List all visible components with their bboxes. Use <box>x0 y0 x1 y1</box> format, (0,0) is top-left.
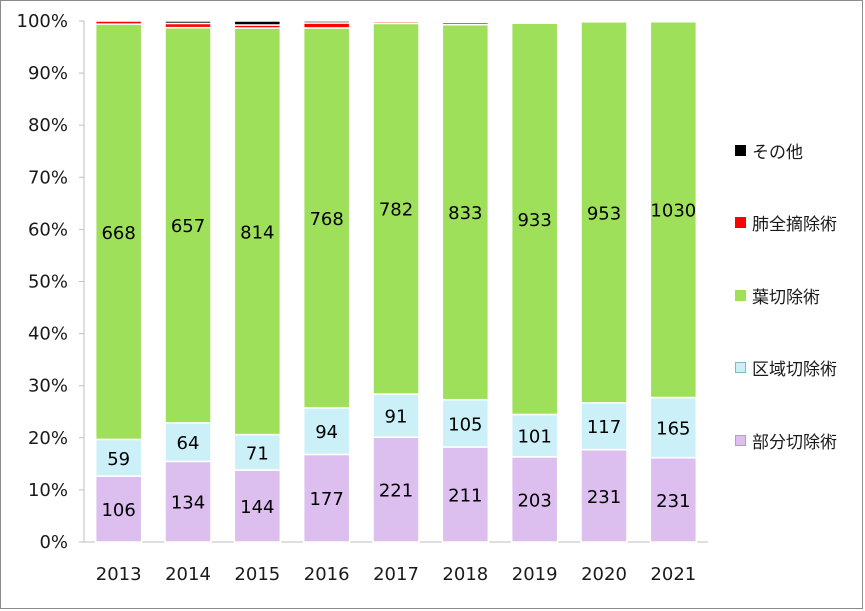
data-label: 231 <box>656 491 690 512</box>
bar-segment <box>510 20 559 24</box>
data-label: 59 <box>107 449 130 470</box>
bar-segment <box>580 21 628 404</box>
bar-segment <box>580 20 628 23</box>
data-label: 782 <box>379 200 413 221</box>
data-label: 668 <box>101 223 135 244</box>
y-tick-label: 70% <box>28 167 68 188</box>
legend-item: その他 <box>735 138 803 163</box>
bar-segment <box>441 20 490 24</box>
bar-segment <box>233 27 282 436</box>
legend-item: 区域切除術 <box>735 355 837 380</box>
y-tick-label: 90% <box>28 63 68 84</box>
data-label: 211 <box>448 485 482 506</box>
legend-label: 葉切除術 <box>752 288 820 308</box>
data-label: 144 <box>240 497 274 518</box>
data-label: 117 <box>587 417 621 438</box>
data-label: 221 <box>379 481 413 502</box>
legend: その他肺全摘除術葉切除術区域切除術部分切除術 <box>735 0 865 611</box>
bar-segment <box>302 20 351 24</box>
bar-segment <box>302 27 351 409</box>
legend-item: 部分切除術 <box>735 428 837 453</box>
bar-segment <box>233 433 282 471</box>
data-label: 134 <box>171 493 205 514</box>
x-tick-label: 2019 <box>512 564 558 585</box>
data-label: 231 <box>587 487 621 508</box>
data-label: 106 <box>101 500 135 521</box>
y-tick-label: 40% <box>28 324 68 345</box>
x-tick-label: 2016 <box>304 564 350 585</box>
legend-label: その他 <box>752 143 803 163</box>
legend-swatch <box>735 217 746 228</box>
bar-segment <box>649 456 698 543</box>
legend-label: 区域切除術 <box>752 360 837 380</box>
data-label: 814 <box>240 222 274 243</box>
data-label: 833 <box>448 203 482 224</box>
data-label: 71 <box>246 443 269 464</box>
bar-segment <box>302 407 351 456</box>
bar-segment <box>649 20 698 399</box>
bar-segment <box>372 22 420 395</box>
x-tick-label: 2017 <box>373 564 419 585</box>
bar-segment <box>580 402 628 451</box>
x-tick-label: 2020 <box>581 564 627 585</box>
bar-segment <box>441 23 490 401</box>
bar-segment <box>441 446 490 543</box>
bar-segment <box>164 422 212 463</box>
x-tick-label: 2013 <box>96 564 142 585</box>
data-label: 91 <box>385 407 408 428</box>
data-label: 94 <box>315 422 338 443</box>
data-label: 177 <box>309 489 343 510</box>
y-tick-label: 0% <box>39 532 68 553</box>
y-tick-label: 80% <box>28 115 68 136</box>
y-tick-label: 50% <box>28 272 68 293</box>
legend-swatch <box>735 145 746 156</box>
data-label: 657 <box>171 216 205 237</box>
legend-swatch <box>735 290 746 301</box>
y-tick-label: 30% <box>28 376 68 397</box>
legend-label: 肺全摘除術 <box>752 215 837 235</box>
y-tick-label: 60% <box>28 219 68 240</box>
legend-swatch <box>735 435 746 446</box>
bar-segment <box>164 26 212 424</box>
bar-segment <box>94 20 143 25</box>
data-label: 105 <box>448 414 482 435</box>
bar-segment <box>510 413 559 458</box>
data-label: 101 <box>517 427 551 448</box>
data-label: 203 <box>517 490 551 511</box>
bar-segment <box>94 23 143 441</box>
bar-segment <box>510 22 559 416</box>
data-label: 933 <box>517 210 551 231</box>
data-label: 165 <box>656 419 690 440</box>
bar-segment <box>649 20 698 23</box>
legend-item: 肺全摘除術 <box>735 210 837 235</box>
bar-segment <box>164 20 212 25</box>
data-label: 64 <box>177 433 200 454</box>
y-tick-label: 10% <box>28 480 68 501</box>
bar-segment <box>94 438 143 477</box>
y-tick-label: 100% <box>17 11 68 32</box>
x-tick-label: 2018 <box>442 564 488 585</box>
data-label: 1030 <box>650 201 696 222</box>
bar-segment <box>372 393 420 438</box>
y-tick-label: 20% <box>28 428 68 449</box>
x-tick-label: 2021 <box>650 564 696 585</box>
data-label: 768 <box>309 209 343 230</box>
data-label: 953 <box>587 203 621 224</box>
legend-swatch <box>735 362 746 373</box>
bar-segment <box>302 453 351 543</box>
x-tick-label: 2015 <box>234 564 280 585</box>
bar-segment <box>233 469 282 543</box>
bar-segment <box>164 460 212 543</box>
bar-segment <box>233 20 282 26</box>
x-tick-label: 2014 <box>165 564 211 585</box>
bar-segment <box>649 396 698 459</box>
bar-segment <box>372 436 420 543</box>
legend-item: 葉切除術 <box>735 283 820 308</box>
legend-label: 部分切除術 <box>752 433 837 453</box>
bar-segment <box>441 398 490 448</box>
